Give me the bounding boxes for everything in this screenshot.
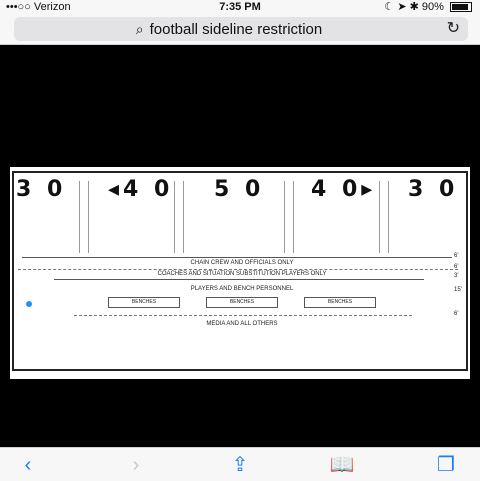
measurement: 6' <box>454 311 459 317</box>
hash-mark <box>379 181 389 253</box>
sideline-diagram-image[interactable]: 3 0 ◂4 0 5 0 4 0▸ 3 0 CHAIN CREW AND OFF… <box>10 167 470 379</box>
forward-icon[interactable]: › <box>132 454 140 476</box>
carrier-signal: •••○○ Verizon <box>6 1 71 13</box>
bookmarks-icon[interactable]: 📖 <box>329 454 355 476</box>
status-right: ☾ ➤ ✱ 90% <box>384 0 472 14</box>
status-bar: •••○○ Verizon 7:35 PM ☾ ➤ ✱ 90% <box>0 0 480 14</box>
share-icon[interactable]: ⇪ <box>231 454 249 476</box>
location-icon: ➤ <box>397 1 407 13</box>
yard-number: 4 0▸ <box>311 177 377 202</box>
team-area-line <box>74 315 412 316</box>
page-content: 3 0 ◂4 0 5 0 4 0▸ 3 0 CHAIN CREW AND OFF… <box>0 45 480 447</box>
yard-number: 3 0 <box>408 177 459 202</box>
battery-percent: 90% <box>421 1 444 13</box>
bench: BENCHES <box>108 297 180 308</box>
hash-mark <box>79 181 89 253</box>
bench: BENCHES <box>206 297 278 308</box>
media-label: MEDIA AND ALL OTHERS <box>206 321 278 327</box>
browser-header: ⌕ football sideline restriction ↻ <box>0 14 480 45</box>
chain-crew-label: CHAIN CREW AND OFFICIALS ONLY <box>190 260 294 266</box>
reload-icon[interactable]: ↻ <box>446 20 460 37</box>
moon-icon: ☾ <box>384 1 395 13</box>
measurement: 6' <box>454 253 459 259</box>
search-query[interactable]: ⌕ football sideline restriction <box>14 17 444 42</box>
sideline <box>22 257 452 258</box>
battery-icon <box>450 2 472 13</box>
measurement: 6' <box>454 264 459 270</box>
coaches-label: COACHES AND SITUATION SUBSTITUTION PLAYE… <box>157 271 327 277</box>
search-icon: ⌕ <box>135 21 144 37</box>
back-icon[interactable]: ‹ <box>24 454 32 476</box>
location-dot <box>26 301 32 307</box>
search-query-text: football sideline restriction <box>149 21 323 38</box>
measurement: 15' <box>454 287 462 293</box>
hash-mark <box>174 181 184 253</box>
bench: BENCHES <box>304 297 376 308</box>
yard-number: ◂4 0 <box>108 177 174 202</box>
coaching-box-line <box>54 279 424 280</box>
address-bar[interactable]: ⌕ football sideline restriction ↻ <box>14 17 468 41</box>
yard-number: 5 0 <box>214 177 265 202</box>
measurement: 3' <box>454 273 459 279</box>
restraining-line <box>18 269 458 270</box>
football-field: 3 0 ◂4 0 5 0 4 0▸ 3 0 CHAIN CREW AND OFF… <box>12 171 468 371</box>
browser-toolbar: ‹ › ⇪ 📖 ❐ <box>0 447 480 481</box>
status-time: 7:35 PM <box>219 1 261 13</box>
hash-mark <box>284 181 294 253</box>
bluetooth-icon: ✱ <box>409 1 419 13</box>
players-label: PLAYERS AND BENCH PERSONNEL <box>190 286 294 292</box>
tabs-icon[interactable]: ❐ <box>437 454 455 476</box>
yard-number: 3 0 <box>16 177 67 202</box>
